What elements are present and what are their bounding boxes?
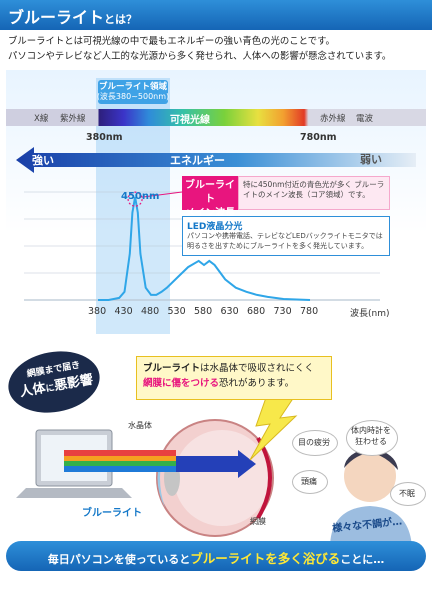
symptom-headache: 頭痛 (301, 477, 317, 486)
x-tick-label: 430 (114, 306, 133, 317)
peak-marker (127, 191, 143, 207)
led-spectrum-line (98, 196, 311, 301)
x-tick-label: 480 (141, 306, 160, 317)
page-title: ブルーライトとは？ (8, 8, 138, 27)
lower-illustration (8, 351, 412, 543)
warning-tag (8, 351, 100, 413)
symptom-insomnia: 不眠 (399, 489, 415, 498)
band-label-bg (98, 80, 168, 104)
symptom-bubble (390, 482, 426, 506)
main-wavelength-desc: 特に450nm付近の青色光が多く ブルーライトのメイン波長（コア領域）です。 (238, 176, 390, 210)
peak-wavelength-label: 450nm (121, 191, 160, 202)
xray-label: X線 (34, 114, 49, 124)
symptom-eye-fatigue: 目の疲労 (298, 438, 330, 447)
nm-end-label: 780nm (300, 132, 337, 143)
energy-strong: 強い (32, 154, 54, 167)
lens-label: 水晶体 (128, 421, 152, 430)
symptom-bubble (346, 420, 398, 456)
energy-arrow (16, 147, 416, 173)
ir-label: 赤外線 (320, 114, 346, 124)
footer-text: 毎日パソコンを使っているとブルーライトを多く浴びることに… (47, 551, 385, 566)
peak-callout-line (142, 191, 183, 198)
nm-start-label: 380nm (86, 132, 123, 143)
x-tick-label: 530 (167, 306, 186, 317)
blue-light-beam (64, 450, 256, 478)
x-tick-label: 580 (194, 306, 213, 317)
info-box: ブルーライトは水晶体で吸収されにくく 網膜に傷をつける恐れがあります。 (136, 356, 332, 400)
x-tick-label: 730 (273, 306, 292, 317)
led-callout-title: LED液晶分光 (187, 222, 243, 232)
energy-weak: 弱い (360, 153, 382, 166)
x-tick-label: 630 (220, 306, 239, 317)
x-tick-label: 380 (88, 306, 107, 317)
footer-banner (6, 541, 426, 571)
retina-label: 網膜 (250, 517, 266, 526)
led-callout-desc: パソコンや携帯電話、テレビなどLEDバックライトモニタでは明るさを出すためにブル… (187, 232, 383, 250)
uv-label: 紫外線 (60, 114, 86, 124)
symptom-body-clock: 体内時計を狂わせる (351, 426, 391, 446)
main-wavelength-callout: ブルーライト メイン波長 (182, 176, 238, 219)
radio-label: 電波 (356, 114, 374, 124)
spectrum-bar (6, 109, 426, 126)
led-callout: LED液晶分光 パソコンや携帯電話、テレビなどLEDバックライトモニタでは明るさ… (182, 216, 390, 256)
intro-text: ブルーライトとは可視光線の中で最もエネルギーの強い青色の光のことです。 パソコン… (8, 36, 392, 62)
x-tick-label: 680 (247, 306, 266, 317)
energy-label: エネルギー (170, 154, 225, 167)
visible-light-label: 可視光線 (170, 115, 210, 126)
header-bar (0, 0, 432, 30)
person-icon (330, 448, 412, 543)
blue-light-label: ブルーライト (82, 508, 142, 519)
x-axis-label: 波長(nm) (350, 309, 390, 319)
eye-icon (156, 419, 274, 537)
x-tick-label: 780 (300, 306, 319, 317)
symptom-bubble (292, 430, 338, 456)
band-label: ブルーライト領域 (波長380~500nm) (96, 82, 170, 101)
symptom-bubble (292, 470, 328, 494)
